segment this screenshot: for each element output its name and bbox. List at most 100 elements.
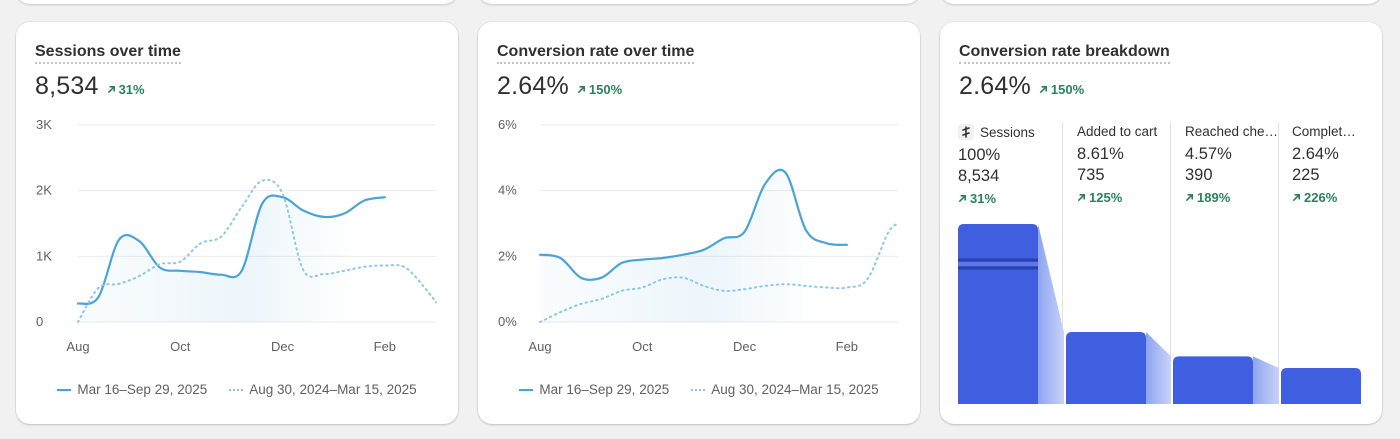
arrow-up-right-icon [577,85,585,94]
series-line-previous[interactable] [77,178,437,323]
funnel-delta-text: 189% [1197,190,1231,205]
axis-break-gap [958,262,1038,266]
series-line-current[interactable] [76,194,386,305]
sessions-icon [958,124,974,140]
y-tick-label: 1K [36,248,52,263]
x-tick-label: Oct [632,339,653,354]
funnel-step-percent: 2.64% [1292,145,1339,163]
previous-card-edge [478,0,920,4]
sessions-line-chart[interactable]: 0 1K 2K 3K Aug Oct Dec Feb [16,22,458,372]
sessions-metric: 8,534 31% [35,72,145,101]
x-tick-label: Aug [528,339,551,354]
funnel-step-percent: 100% [958,146,1001,164]
legend-current[interactable]: Mar 16–Sep 29, 2025 [519,382,669,397]
breakdown-value: 2.64% [959,72,1031,100]
y-tick-label: 4% [498,183,517,198]
sessions-value: 8,534 [35,72,99,100]
x-tick-label: Aug [66,339,89,354]
legend-solid-swatch [57,388,72,391]
breakdown-delta-text: 150% [1050,82,1085,97]
previous-card-edge [940,0,1382,4]
funnel-connector [1038,224,1064,404]
previous-card-edge [16,0,458,4]
arrow-up-right-icon [1077,193,1086,202]
funnel-label-text: Sessions [980,124,1035,140]
series-area [540,169,847,322]
funnel-bar[interactable] [1066,332,1146,404]
funnel-step-sessions[interactable]: Sessions 100% 8,534 31% [958,124,1050,206]
funnel-step-delta: 189% [1185,190,1279,205]
y-tick-label: 2% [498,248,517,263]
funnel-step-count: 735 [1077,166,1105,184]
x-tick-label: Dec [271,339,295,354]
x-tick-label: Feb [836,339,858,354]
legend-previous[interactable]: Aug 30, 2024–Mar 15, 2025 [691,382,879,397]
arrow-up-right-icon [107,85,115,94]
y-tick-label: 3K [36,117,52,132]
conversion-card: Conversion rate over time 2.64% 150% 0% 2… [478,22,920,424]
funnel-step-count: 8,534 [958,167,1000,185]
funnel-delta-text: 31% [970,191,997,206]
funnel-connector [1146,332,1171,404]
funnel-step-delta: 31% [958,191,1050,206]
conversion-card-title[interactable]: Conversion rate over time [497,43,695,64]
funnel-delta-text: 125% [1089,190,1123,205]
funnel-step-count: 225 [1292,166,1320,184]
series-line-current[interactable] [538,168,848,281]
y-tick-label: 0% [498,314,517,329]
breakdown-card-title[interactable]: Conversion rate breakdown [959,43,1170,64]
conversion-legend: Mar 16–Sep 29, 2025 Aug 30, 2024–Mar 15,… [478,382,920,397]
funnel-bar[interactable] [1281,368,1361,404]
arrow-up-right-icon [1039,85,1047,94]
arrow-up-right-icon [1292,193,1301,202]
sessions-delta: 31% [107,82,145,97]
y-tick-label: 6% [498,117,517,132]
series-line-previous[interactable] [539,222,899,323]
conversion-value: 2.64% [497,72,569,100]
funnel-chart [958,122,1361,404]
x-tick-label: Feb [374,339,396,354]
funnel-step-delta: 125% [1077,190,1175,205]
legend-current-label: Mar 16–Sep 29, 2025 [539,382,670,397]
funnel-connector [1253,356,1279,404]
funnel-step-added-to-cart[interactable]: Added to cart 8.61% 735 125% [1077,124,1175,205]
funnel-step-label: Complet… [1292,124,1356,139]
legend-current[interactable]: Mar 16–Sep 29, 2025 [57,382,207,397]
legend-current-label: Mar 16–Sep 29, 2025 [77,382,208,397]
breakdown-metric: 2.64% 150% [959,72,1084,101]
funnel-step-percent: 4.57% [1185,145,1232,163]
funnel-step-reached-checkout[interactable]: Reached che… 4.57% 390 189% [1185,124,1279,205]
sessions-delta-text: 31% [118,82,145,97]
funnel-bar[interactable] [1173,356,1253,404]
x-tick-label: Dec [733,339,757,354]
conversion-delta-text: 150% [588,82,623,97]
sessions-card-title[interactable]: Sessions over time [35,43,181,64]
funnel-bar[interactable] [958,224,1038,404]
legend-dotted-swatch [229,388,244,391]
sessions-card: Sessions over time 8,534 31% 0 1K 2K 3K Aug O… [16,22,458,424]
legend-solid-swatch [519,388,534,391]
legend-previous[interactable]: Aug 30, 2024–Mar 15, 2025 [229,382,417,397]
conversion-delta: 150% [577,82,622,97]
funnel-step-label: Sessions [958,124,1050,140]
conversion-metric: 2.64% 150% [497,72,622,101]
legend-previous-label: Aug 30, 2024–Mar 15, 2025 [711,382,879,397]
funnel-step-completed-checkout[interactable]: Complet… 2.64% 225 226% [1292,124,1372,205]
breakdown-card: Conversion rate breakdown 2.64% 150% Ses… [940,22,1382,424]
sessions-legend: Mar 16–Sep 29, 2025 Aug 30, 2024–Mar 15,… [16,382,458,397]
x-tick-label: Oct [170,339,191,354]
legend-dotted-swatch [691,388,706,391]
y-tick-label: 0 [36,314,43,329]
funnel-step-label: Reached che… [1185,124,1279,139]
arrow-up-right-icon [958,194,967,203]
funnel-step-count: 390 [1185,166,1213,184]
y-tick-label: 2K [36,183,52,198]
funnel-step-delta: 226% [1292,190,1372,205]
legend-previous-label: Aug 30, 2024–Mar 15, 2025 [249,382,417,397]
conversion-line-chart[interactable]: 0% 2% 4% 6% Aug Oct Dec Feb [478,22,920,372]
series-area [78,195,385,322]
arrow-up-right-icon [1185,193,1194,202]
funnel-step-percent: 8.61% [1077,145,1124,163]
breakdown-delta: 150% [1039,82,1084,97]
funnel-delta-text: 226% [1304,190,1338,205]
